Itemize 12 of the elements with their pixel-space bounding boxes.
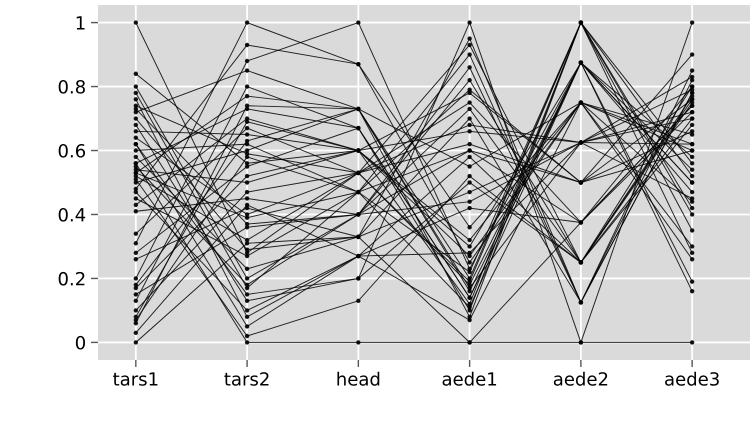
x-tick-label: head xyxy=(337,372,380,386)
x-tick-label: tars1 xyxy=(113,372,158,386)
y-tick-label: 0 xyxy=(76,336,85,350)
y-tick-label: 0.8 xyxy=(58,80,85,94)
y-tick-label: 1 xyxy=(76,16,85,30)
y-tick-label: 0.2 xyxy=(58,272,84,286)
x-tick-label: tars2 xyxy=(224,372,269,386)
y-tick-label: 0.4 xyxy=(58,208,86,222)
y-tick-label: 0.6 xyxy=(58,144,86,158)
x-tick-label: aede2 xyxy=(554,372,608,386)
x-tick-label: aede1 xyxy=(442,372,496,386)
x-tick-label: aede3 xyxy=(665,372,719,386)
